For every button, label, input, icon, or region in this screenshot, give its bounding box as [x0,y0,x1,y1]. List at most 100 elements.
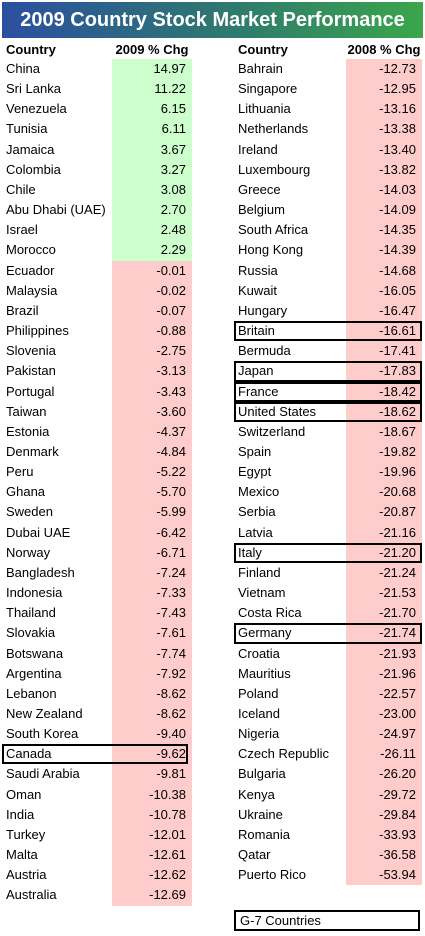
country-name: Switzerland [238,423,306,439]
table-row: Oman -10.38 [0,784,214,805]
pct-change: -21.96 [346,663,422,684]
table-row: Norway -6.71 [0,542,214,563]
table-row: Mexico -20.68 [232,482,425,503]
country-name: Ireland [238,141,278,157]
table-row: Croatia -21.93 [232,643,425,664]
pct-change: -3.13 [112,361,192,382]
table-row: Austria -12.62 [0,865,214,886]
table-row: Estonia -4.37 [0,421,214,442]
country-name: India [6,806,35,822]
table-row: Russia -14.68 [232,260,425,281]
country-name: Germany [238,625,292,641]
table-row: Japan -17.83 [232,361,425,382]
table-row: Australia -12.69 [0,885,214,906]
country-name: Hungary [238,302,288,318]
table-row: Lithuania -13.16 [232,99,425,120]
country-name: Slovakia [6,625,56,641]
country-name: Puerto Rico [238,867,306,883]
pct-change: -21.74 [346,623,422,644]
table-row: Slovenia -2.75 [0,341,214,362]
table-row: Brazil -0.07 [0,300,214,322]
country-name: Peru [6,464,34,480]
table-row: New Zealand -8.62 [0,704,214,725]
header-row-2009: Country 2009 % Chg [0,40,214,59]
country-name: Lithuania [238,101,291,117]
pct-change: -18.62 [346,401,422,422]
country-name: Israel [6,222,38,238]
header-country: Country [6,42,56,57]
table-row: Greece -14.03 [232,179,425,201]
table-row: Turkey -12.01 [0,824,214,846]
country-name: Portugal [6,383,55,399]
table-title: 2009 Country Stock Market Performance [2,2,423,38]
country-name: Philippines [6,323,69,339]
country-name: Morocco [6,242,56,258]
pct-change: -17.83 [346,361,422,382]
pct-change: 3.27 [112,159,192,180]
table-row: Pakistan -3.13 [0,361,214,382]
pct-change: -36.58 [346,845,422,866]
pct-change: 3.67 [112,139,192,160]
country-name: Hong Kong [238,242,304,258]
country-name: Ecuador [6,262,55,278]
table-row: France -18.42 [232,381,425,402]
country-name: Austria [6,867,47,883]
country-name: Belgium [238,202,285,218]
table-row: Egypt -19.96 [232,462,425,483]
country-name: Dubai UAE [6,524,71,540]
pct-change: -8.62 [112,704,192,725]
table-row: Sri Lanka 11.22 [0,79,214,100]
pct-change: -20.68 [346,482,422,503]
pct-change: -4.37 [112,421,192,442]
pct-change: -12.61 [112,845,192,866]
table-row: Belgium -14.09 [232,200,425,221]
table-row: Netherlands -13.38 [232,119,425,140]
table-row: Puerto Rico -53.94 [232,865,425,886]
pct-change: -17.41 [346,341,422,362]
table-row: Indonesia -7.33 [0,583,214,604]
pct-change: -5.22 [112,462,192,483]
table-row: Jamaica 3.67 [0,139,214,160]
country-name: Croatia [238,645,280,661]
country-name: China [6,61,40,76]
country-name: Iceland [238,706,280,721]
pct-change: -16.47 [346,300,422,322]
pct-change: -14.03 [346,179,422,201]
table-row: Vietnam -21.53 [232,583,425,604]
pct-change: -0.07 [112,300,192,322]
pct-change: -29.84 [346,804,422,825]
pct-change: -9.81 [112,764,192,785]
pct-change: -16.05 [346,280,422,301]
table-row: Luxembourg -13.82 [232,159,425,180]
header-2008-chg: 2008 % Chg [347,42,421,57]
table-row: Nigeria -24.97 [232,724,425,745]
country-name: Jamaica [6,141,55,157]
table-row: Sweden -5.99 [0,502,214,523]
country-name: Qatar [238,847,271,863]
pct-change: -0.88 [112,321,192,342]
table-2009: Country 2009 % Chg China 14.97 Sri Lanka 11… [0,40,214,906]
country-name: Greece [238,181,281,197]
pct-change: -14.39 [346,240,422,261]
pct-change: -24.97 [346,724,422,745]
country-name: Canada [6,746,52,762]
pct-change: -26.11 [346,744,422,765]
pct-change: 2.48 [112,220,192,241]
table-row: Mauritius -21.96 [232,663,425,684]
pct-change: 11.22 [112,79,192,100]
country-name: Turkey [6,826,46,842]
country-name: Spain [238,443,272,459]
pct-change: -13.40 [346,139,422,160]
country-name: Argentina [6,665,62,681]
country-name: Bahrain [238,61,283,76]
pct-change: 3.08 [112,179,192,201]
country-name: Botswana [6,645,64,661]
pct-change: -5.70 [112,482,192,503]
table-row: Lebanon -8.62 [0,683,214,704]
country-name: Venezuela [6,101,67,117]
table-row: Bulgaria -26.20 [232,764,425,785]
country-name: Sri Lanka [6,81,61,97]
pct-change: -14.09 [346,200,422,221]
country-name: Bulgaria [238,766,286,782]
pct-change: -3.60 [112,401,192,422]
